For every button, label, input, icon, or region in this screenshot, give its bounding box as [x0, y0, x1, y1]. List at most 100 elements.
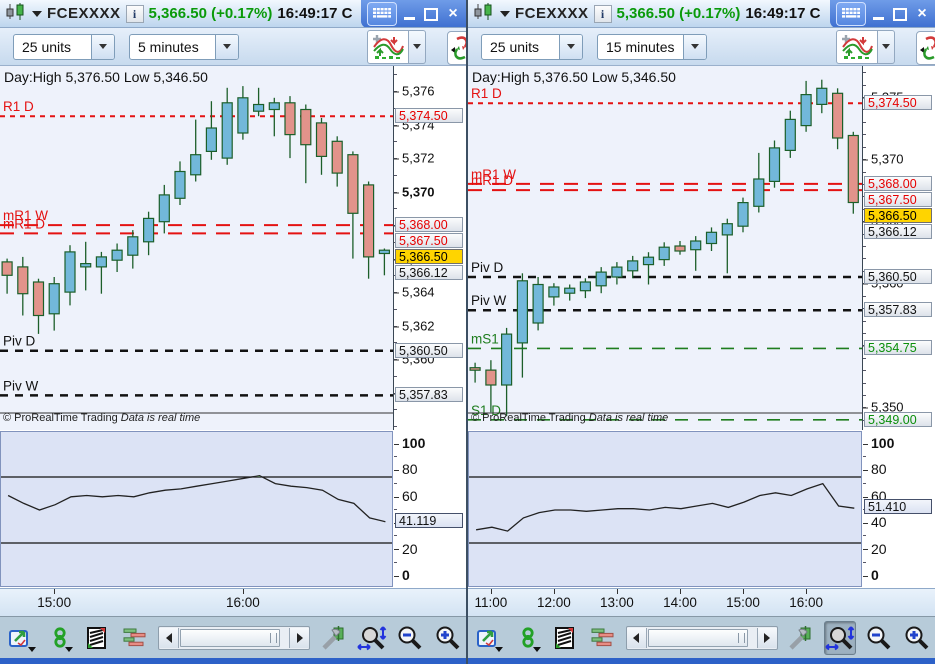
- axis-minor-tick: [394, 308, 397, 310]
- symbol-dropdown-caret-icon[interactable]: [500, 10, 510, 17]
- units-select[interactable]: 25 units: [481, 33, 583, 60]
- scrollbar-track[interactable]: [647, 628, 757, 648]
- time-tick: [743, 589, 744, 594]
- indicator-chart[interactable]: [468, 431, 862, 587]
- link-button[interactable]: [46, 622, 75, 654]
- zoom-out-button[interactable]: [396, 622, 425, 654]
- indicator-value-box: 41.119: [395, 512, 463, 528]
- info-icon[interactable]: i: [125, 4, 144, 23]
- timeframe-select[interactable]: 5 minutes: [129, 33, 239, 60]
- units-select[interactable]: 25 units: [13, 33, 115, 60]
- timeframe-dropdown-caret-icon[interactable]: [215, 34, 238, 59]
- settings-wrench-button[interactable]: [319, 622, 348, 654]
- zoom-fit-button[interactable]: [357, 622, 387, 654]
- horizontal-scrollbar[interactable]: [625, 625, 778, 650]
- close-button[interactable]: ×: [917, 5, 927, 22]
- zoom-fit-button[interactable]: [824, 620, 856, 655]
- scroll-left-button[interactable]: [159, 627, 180, 648]
- refresh-button[interactable]: [916, 31, 935, 65]
- chart-window-right: FCEXXXX i 5,366.50 (+0.17%) 16:49:17 C ×…: [468, 0, 935, 664]
- maximize-button[interactable]: [421, 3, 441, 25]
- orders-button[interactable]: [588, 622, 616, 654]
- svg-text:Piv D: Piv D: [471, 260, 504, 275]
- time-tick-label: 16:00: [225, 595, 260, 610]
- export-button[interactable]: [476, 622, 504, 654]
- horizontal-scrollbar[interactable]: [158, 625, 311, 650]
- chart-window-left: FCEXXXX i 5,366.50 (+0.17%) 16:49:17 C ×…: [0, 0, 466, 664]
- axis-minor-tick: [394, 426, 397, 427]
- time-axis[interactable]: 15:00 16:00: [0, 588, 466, 616]
- info-icon[interactable]: i: [593, 4, 612, 23]
- day-high-low-label: Day:High 5,376.50 Low 5,346.50: [4, 69, 208, 85]
- minimize-button[interactable]: [399, 3, 419, 25]
- time-tick-label: 14:00: [663, 595, 697, 610]
- minimize-icon: [872, 16, 884, 20]
- axis-minor-tick: [863, 72, 866, 74]
- keyboard-button[interactable]: [367, 2, 397, 26]
- zoom-in-button[interactable]: [433, 622, 462, 654]
- news-button[interactable]: [551, 622, 579, 654]
- axis-minor-tick: [394, 561, 397, 563]
- price-axis[interactable]: 5,3765,3745,3725,3705,3685,3665,3645,362…: [394, 66, 466, 430]
- maximize-icon: [893, 7, 907, 21]
- units-dropdown-caret-icon[interactable]: [91, 34, 114, 59]
- timeframe-select[interactable]: 15 minutes: [597, 33, 707, 60]
- minimize-button[interactable]: [868, 3, 888, 25]
- maximize-button[interactable]: [890, 3, 910, 25]
- symbol-label: FCEXXXX: [515, 5, 589, 22]
- realtime-note: Data is real time: [588, 412, 669, 424]
- scrollbar-track[interactable]: [179, 628, 289, 648]
- indicator-area: 10080604020041.119: [0, 430, 466, 588]
- axis-minor-tick: [863, 121, 866, 123]
- time-tick: [616, 589, 618, 594]
- export-dropdown-caret-icon: [27, 646, 36, 652]
- orders-icon: [591, 628, 614, 646]
- zoom-out-button[interactable]: [865, 622, 893, 654]
- close-button[interactable]: ×: [448, 5, 458, 22]
- settings-wrench-button[interactable]: [787, 622, 815, 654]
- axis-minor-tick: [863, 395, 866, 396]
- price-axis[interactable]: 5,3755,3705,3655,3605,3555,3505,374.505,…: [863, 66, 935, 430]
- price-level-box: 5,360.50: [864, 269, 932, 284]
- units-dropdown-caret-icon[interactable]: [559, 34, 582, 59]
- symbol-dropdown-caret-icon[interactable]: [32, 10, 42, 17]
- indicator-axis[interactable]: 100 80 60 40 20 0 51.410: [863, 430, 935, 588]
- axis-tick-label: 5,350: [863, 400, 904, 415]
- price-level-box: 5,357.83: [395, 387, 463, 403]
- link-button[interactable]: [513, 622, 541, 654]
- indicator-tick-label: 0: [863, 567, 879, 583]
- chart-type-icon: [373, 34, 404, 59]
- refresh-button[interactable]: [447, 31, 466, 65]
- orders-button[interactable]: [121, 622, 150, 654]
- zoom-in-button[interactable]: [902, 622, 930, 654]
- export-button[interactable]: [8, 622, 37, 654]
- scroll-right-button[interactable]: [289, 627, 310, 648]
- chart-type-button[interactable]: [836, 29, 878, 64]
- indicator-tick-label: 40: [863, 514, 887, 530]
- scrollbar-thumb[interactable]: [647, 628, 748, 647]
- axis-minor-tick: [863, 332, 866, 334]
- chart-type-dropdown-caret-icon[interactable]: [878, 29, 895, 64]
- scroll-left-button[interactable]: [626, 627, 647, 648]
- news-button[interactable]: [83, 622, 112, 654]
- export-icon: [477, 629, 497, 647]
- zoom-in-icon: [905, 626, 929, 649]
- keyboard-button[interactable]: [836, 2, 866, 26]
- indicator-axis[interactable]: 10080604020041.119: [394, 430, 466, 588]
- chart-type-button[interactable]: [367, 29, 409, 64]
- day-high-low-label: Day:High 5,376.50 Low 5,346.50: [472, 69, 676, 85]
- chart-type-dropdown-caret-icon[interactable]: [409, 29, 426, 64]
- svg-text:R1 D: R1 D: [471, 86, 502, 101]
- copyright-label: © ProRealTime Trading Data is real time: [471, 412, 668, 424]
- scroll-right-button[interactable]: [756, 627, 777, 648]
- timeframe-dropdown-caret-icon[interactable]: [683, 34, 706, 59]
- indicator-chart[interactable]: [0, 431, 393, 587]
- axis-minor-tick: [863, 134, 866, 136]
- time-axis[interactable]: 11:00 12:00 13:00 14:00 15:00 16:00: [468, 588, 935, 616]
- scrollbar-thumb[interactable]: [180, 628, 281, 647]
- indicator-tick-label: 100: [863, 435, 894, 451]
- clock: 16:49:17 C: [745, 5, 821, 22]
